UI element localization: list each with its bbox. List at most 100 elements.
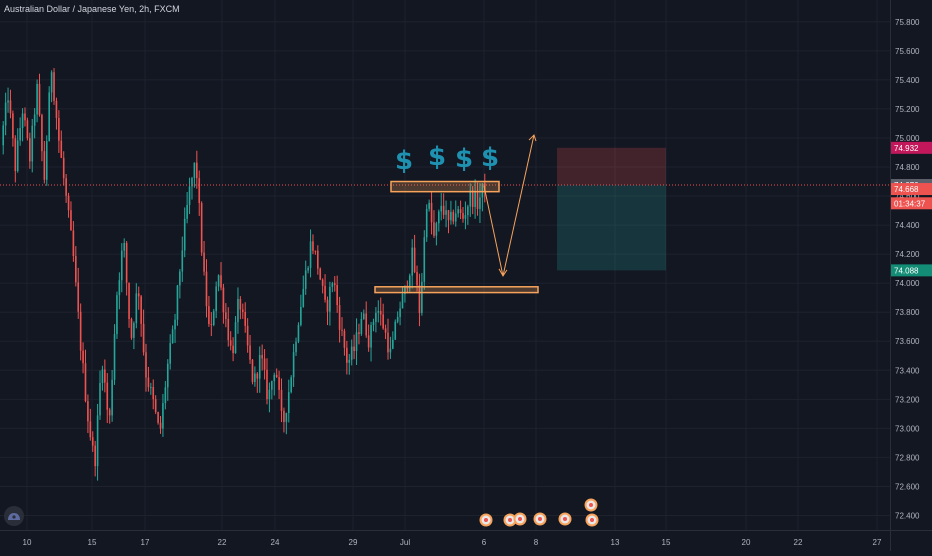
- candle: [203, 240, 205, 276]
- candle: [31, 118, 34, 173]
- candle: [336, 275, 338, 313]
- price-tick-label: 73.200: [895, 395, 920, 404]
- candle: [249, 334, 251, 364]
- price-label-take-profit: 74.088: [894, 266, 919, 275]
- candle: [254, 366, 256, 387]
- drawings: [0, 134, 890, 527]
- candle: [237, 287, 239, 334]
- candle: [183, 207, 186, 258]
- candle: [96, 403, 99, 481]
- candle: [140, 294, 142, 337]
- price-label-countdown: 01:34:37: [894, 199, 926, 208]
- candle: [454, 200, 457, 227]
- candle: [106, 373, 109, 424]
- candle: [41, 113, 43, 162]
- candle: [169, 334, 171, 370]
- candle: [133, 321, 135, 350]
- candle: [43, 141, 46, 184]
- price-axis[interactable]: 75.800 75.600 75.400 75.200 75.000 74.800 74.6…: [890, 0, 932, 530]
- time-tick-label: Jul: [400, 538, 410, 547]
- candle: [29, 132, 31, 169]
- candle: [241, 303, 244, 319]
- candle: [365, 301, 368, 338]
- candle: [232, 337, 234, 362]
- dollar-sign-4: $: [481, 143, 500, 173]
- dollar-sign-3: $: [455, 144, 474, 174]
- candle: [355, 318, 358, 365]
- candle: [193, 162, 196, 188]
- candle: [45, 135, 48, 186]
- price-label-last: 74.668: [894, 185, 919, 194]
- price-label-last-bg: [891, 183, 932, 196]
- price-tick-label: 73.400: [895, 366, 920, 375]
- candle: [246, 318, 249, 353]
- candle: [38, 73, 41, 117]
- candle: [283, 407, 285, 433]
- time-tick-label: 13: [611, 538, 620, 547]
- price-tick-label: 75.400: [895, 76, 920, 85]
- candle: [314, 250, 317, 255]
- candle: [425, 204, 428, 242]
- chart-pane[interactable]: Australian Dollar / Japanese Yen, 2h, FX…: [0, 0, 890, 530]
- time-tick-label: 10: [23, 538, 32, 547]
- candle: [338, 296, 341, 343]
- candle: [7, 87, 9, 113]
- candle: [12, 110, 14, 147]
- candle: [341, 317, 343, 337]
- candle: [377, 300, 380, 323]
- candle: [196, 150, 198, 189]
- candle: [36, 79, 38, 123]
- candle: [343, 328, 346, 356]
- price-tick-label: 72.800: [895, 453, 920, 462]
- candle: [278, 370, 280, 400]
- price-tick-label: 73.800: [895, 308, 920, 317]
- candle: [99, 370, 101, 420]
- tradingview-logo-icon[interactable]: [4, 506, 24, 526]
- price-tick-label: 75.200: [895, 105, 920, 114]
- candle: [469, 183, 472, 217]
- candle: [430, 191, 433, 235]
- candle: [200, 201, 203, 256]
- candle: [251, 359, 254, 385]
- candle: [309, 229, 312, 278]
- candle: [392, 331, 394, 350]
- price-tick-label: 73.000: [895, 424, 920, 433]
- candle: [442, 193, 445, 219]
- price-label-take-profit-bg: [891, 264, 932, 277]
- candle: [418, 273, 421, 327]
- candle: [326, 296, 329, 326]
- candle: [174, 313, 176, 343]
- candle: [220, 262, 222, 291]
- candle: [9, 89, 12, 119]
- candle: [379, 297, 382, 326]
- symbol-title[interactable]: Australian Dollar / Japanese Yen, 2h, FX…: [4, 4, 180, 14]
- candle: [370, 321, 372, 362]
- candle: [94, 440, 96, 477]
- candle: [60, 130, 63, 159]
- candle: [91, 431, 94, 452]
- candlestick-chart[interactable]: [0, 0, 890, 530]
- time-tick-label: 20: [742, 538, 751, 547]
- time-tick-label: 17: [141, 538, 150, 547]
- time-tick-label: 22: [218, 538, 227, 547]
- candle: [152, 379, 155, 410]
- candle: [125, 241, 128, 296]
- candle: [348, 353, 351, 375]
- candle: [215, 281, 217, 319]
- candle: [382, 303, 384, 330]
- time-axis[interactable]: 10 15 17 22 24 29 Jul 6 8 13 15 20 22 27: [0, 530, 890, 551]
- candle: [413, 234, 416, 274]
- event-marker-icon: [513, 512, 527, 526]
- candle: [244, 302, 247, 333]
- price-tick-label: 74.400: [895, 221, 920, 230]
- candle: [307, 265, 309, 274]
- candle: [16, 128, 19, 173]
- price-tick-label: 72.600: [895, 482, 920, 491]
- candle: [394, 319, 397, 340]
- support-rectangle: [374, 286, 539, 294]
- candle: [113, 324, 116, 385]
- candle: [287, 379, 290, 423]
- candle: [70, 201, 72, 231]
- candle: [62, 151, 65, 186]
- candle: [312, 234, 314, 255]
